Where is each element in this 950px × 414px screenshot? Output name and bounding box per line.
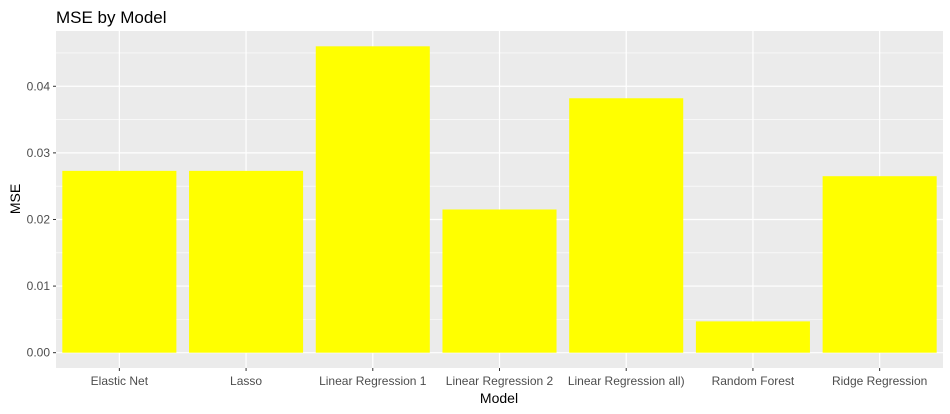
bar xyxy=(695,321,810,353)
y-tick-label: 0.03 xyxy=(27,146,51,160)
x-tick-label: Linear Regression 1 xyxy=(319,374,427,388)
x-tick-label: Linear Regression 2 xyxy=(446,374,554,388)
y-tick-label: 0.02 xyxy=(27,212,51,226)
bars xyxy=(62,46,937,353)
x-tick-label: Random Forest xyxy=(712,374,795,388)
y-tick-label: 0.01 xyxy=(27,279,51,293)
x-tick-label: Ridge Regression xyxy=(832,374,927,388)
bar xyxy=(62,170,177,353)
y-tick-label: 0.00 xyxy=(27,346,51,360)
chart-title: MSE by Model xyxy=(56,8,167,27)
y-ticks: 0.00 0.01 0.02 0.03 0.04 xyxy=(27,79,56,360)
bar xyxy=(569,98,684,353)
y-tick-label: 0.04 xyxy=(27,79,51,93)
x-ticks: Elastic Net Lasso Linear Regression 1 Linea… xyxy=(91,368,927,388)
y-axis-title: MSE xyxy=(7,184,23,214)
bar xyxy=(442,209,557,353)
bar xyxy=(189,170,304,353)
x-tick-label: Lasso xyxy=(230,374,262,388)
x-tick-label: Elastic Net xyxy=(91,374,149,388)
bar xyxy=(315,46,430,353)
bar xyxy=(822,176,937,353)
x-axis-title: Model xyxy=(480,390,518,406)
x-tick-label: Linear Regression all) xyxy=(568,374,685,388)
